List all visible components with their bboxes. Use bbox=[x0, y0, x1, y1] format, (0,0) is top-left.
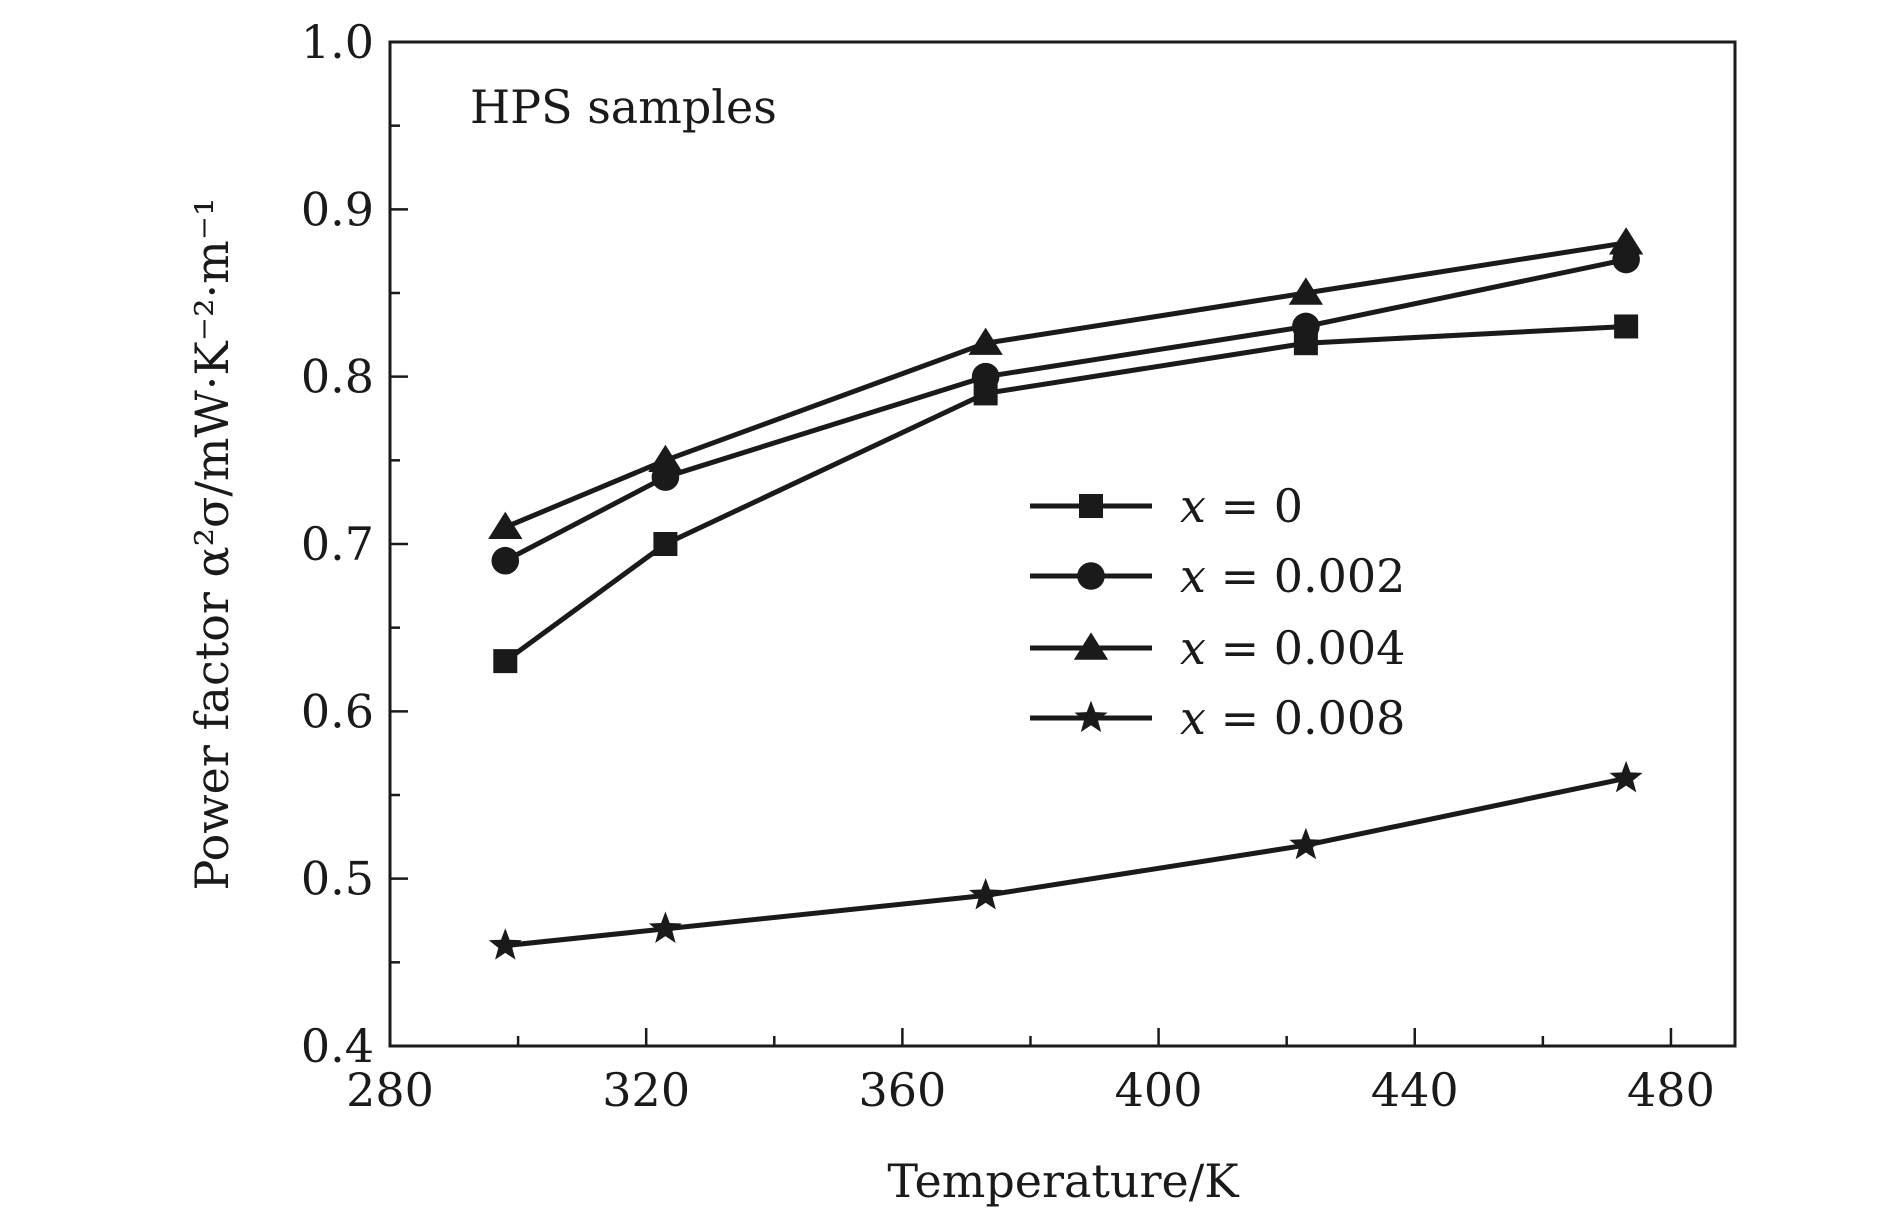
data-point bbox=[488, 928, 522, 960]
series-circle bbox=[491, 245, 1640, 575]
legend-label: x = 0.002 bbox=[1180, 549, 1405, 603]
data-point bbox=[491, 546, 520, 575]
y-tick-label: 0.6 bbox=[301, 684, 374, 738]
legend-marker bbox=[1077, 562, 1105, 590]
data-point bbox=[1288, 277, 1324, 305]
x-tick-label: 480 bbox=[1627, 1063, 1715, 1117]
y-tick-label: 0.8 bbox=[301, 350, 374, 404]
legend-item: x = 0.004 bbox=[1030, 621, 1405, 675]
legend-marker bbox=[1074, 700, 1108, 733]
x-tick-label: 280 bbox=[346, 1063, 434, 1117]
legend-item: x = 0 bbox=[1030, 479, 1303, 533]
series-line bbox=[505, 775, 1627, 949]
data-point bbox=[488, 511, 523, 539]
legend: x = 0 x = 0.002 x = 0.004 x = 0.008 bbox=[1030, 479, 1405, 745]
data-point bbox=[1608, 227, 1644, 255]
legend-marker bbox=[1073, 632, 1109, 660]
legend-label: x = 0.008 bbox=[1180, 691, 1405, 745]
series-line bbox=[504, 257, 1627, 563]
data-point bbox=[493, 649, 518, 674]
y-tick-label: 0.7 bbox=[301, 517, 374, 571]
data-point bbox=[971, 362, 1000, 391]
series-triangle bbox=[488, 227, 1644, 539]
y-axis-title: Power factor α²σ/mW·K⁻²·m⁻¹ bbox=[185, 198, 239, 891]
data-point bbox=[648, 444, 683, 473]
y-tick-label: 0.9 bbox=[301, 182, 374, 236]
series-layer bbox=[488, 227, 1644, 960]
x-tick-label: 320 bbox=[602, 1063, 690, 1117]
legend-marker bbox=[1079, 494, 1103, 518]
x-tick-label: 440 bbox=[1371, 1063, 1459, 1117]
plot-frame bbox=[388, 40, 1737, 1048]
y-tick-label: 1.0 bbox=[301, 15, 374, 69]
series-square bbox=[493, 314, 1639, 674]
data-point bbox=[969, 878, 1003, 910]
data-point bbox=[648, 911, 682, 943]
data-point bbox=[1289, 827, 1323, 860]
series-line bbox=[503, 323, 1627, 664]
y-tick-label: 0.4 bbox=[301, 1019, 374, 1073]
legend-label: x = 0.004 bbox=[1180, 621, 1405, 675]
data-point bbox=[653, 532, 678, 556]
series-star bbox=[488, 760, 1643, 960]
legend-item: x = 0.008 bbox=[1030, 691, 1405, 745]
legend-item: x = 0.002 bbox=[1030, 549, 1405, 603]
annotation-label: HPS samples bbox=[470, 80, 777, 134]
x-tick-label: 400 bbox=[1115, 1063, 1203, 1117]
y-tick-label: 0.5 bbox=[301, 852, 374, 906]
x-axis-title: Temperature/K bbox=[887, 1154, 1240, 1208]
data-point bbox=[1614, 314, 1639, 339]
legend-label: x = 0 bbox=[1180, 479, 1303, 533]
axis-ticks: 280 320 360 400 440 480 0.4 0.5 0.6 0.7 0.8 0.9 1.0 bbox=[301, 15, 1715, 1117]
data-point bbox=[1609, 760, 1643, 793]
data-point bbox=[968, 327, 1003, 355]
x-tick-label: 360 bbox=[858, 1063, 946, 1117]
data-point bbox=[1292, 312, 1320, 341]
